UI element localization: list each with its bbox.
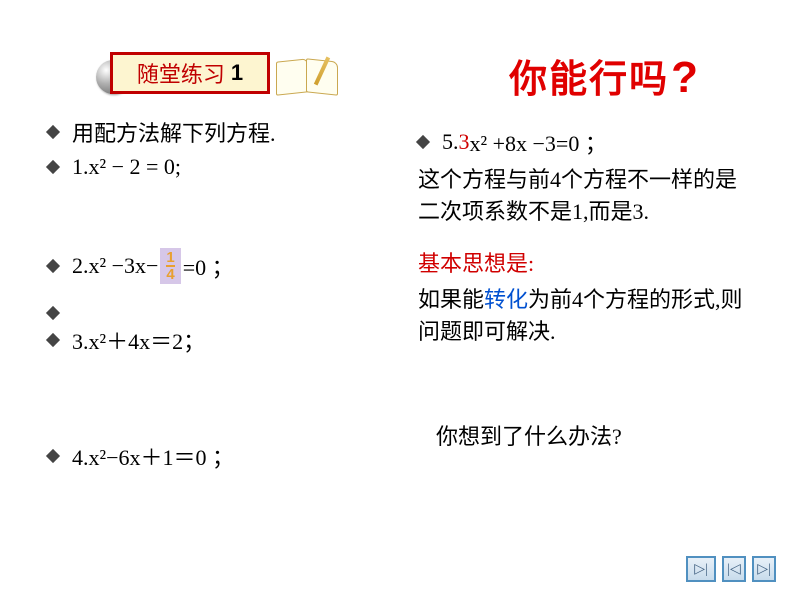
fraction-denominator: 4 xyxy=(166,267,174,282)
q1-text: 1.x² − 2 = 0; xyxy=(72,154,181,180)
question-2: 2.x² −3x− 1 4 =0 ； xyxy=(48,248,388,284)
q2-pre: 2.x² −3x− xyxy=(72,253,158,279)
question-5: 5. 3 x² +8x −3=0 ； xyxy=(418,126,758,158)
q4-text: 4.x²−6x＋1＝0 ； xyxy=(72,440,234,472)
nav-end-button[interactable]: ▷| xyxy=(686,556,716,582)
q5-pre: 5. xyxy=(442,129,459,155)
question-1: 1.x² − 2 = 0; xyxy=(48,154,388,180)
bullet-icon xyxy=(416,135,430,149)
banner-number: 1 xyxy=(231,60,243,86)
intro-line: 用配方法解下列方程. xyxy=(48,116,388,148)
bullet-icon xyxy=(46,259,60,273)
q5-red-coef: 3 xyxy=(459,129,470,155)
fraction-numerator: 1 xyxy=(166,250,174,267)
nav-next-button[interactable]: ▷| xyxy=(752,556,776,582)
fraction-1-4: 1 4 xyxy=(160,248,180,284)
bullet-icon xyxy=(46,125,60,139)
nav-prev-button[interactable]: |◁ xyxy=(722,556,746,582)
question-3: 3.x²＋4x＝2； xyxy=(48,324,388,356)
practice-banner: 随堂练习 1 xyxy=(110,52,270,94)
bullet-icon xyxy=(46,449,60,463)
right-column: 5. 3 x² +8x −3=0 ； 这个方程与前4个方程不一样的是二次项系数不… xyxy=(418,126,758,453)
question-4: 4.x²−6x＋1＝0 ； xyxy=(48,440,388,472)
book-icon xyxy=(276,60,342,100)
q3-text: 3.x²＋4x＝2； xyxy=(72,324,205,356)
bullet-icon xyxy=(46,306,60,320)
intro-text: 用配方法解下列方程. xyxy=(72,116,276,148)
q5-post: x² +8x −3=0 ； xyxy=(470,126,607,158)
slogan-text: 你能行吗 xyxy=(509,48,669,103)
idea-blue: 转化 xyxy=(484,287,528,312)
q2-post: =0 ； xyxy=(183,250,234,282)
explanation-para: 这个方程与前4个方程不一样的是二次项系数不是1,而是3. xyxy=(418,164,758,228)
question-mark-icon: ? xyxy=(671,53,700,103)
slogan: 你能行吗 ? xyxy=(509,48,700,103)
left-column: 用配方法解下列方程. 1.x² − 2 = 0; 2.x² −3x− 1 4 =… xyxy=(48,116,388,478)
bullet-icon xyxy=(46,160,60,174)
idea-text: 如果能转化为前4个方程的形式,则问题即可解决. xyxy=(418,284,758,348)
idea-label: 基本思想是: xyxy=(418,248,758,280)
bullet-icon xyxy=(46,333,60,347)
idea-p1: 如果能 xyxy=(418,287,484,312)
closing-question: 你想到了什么办法? xyxy=(418,421,758,453)
nav-buttons: ▷| |◁ ▷| xyxy=(686,556,776,582)
empty-bullet xyxy=(48,308,388,318)
banner-label: 随堂练习 xyxy=(137,57,225,89)
